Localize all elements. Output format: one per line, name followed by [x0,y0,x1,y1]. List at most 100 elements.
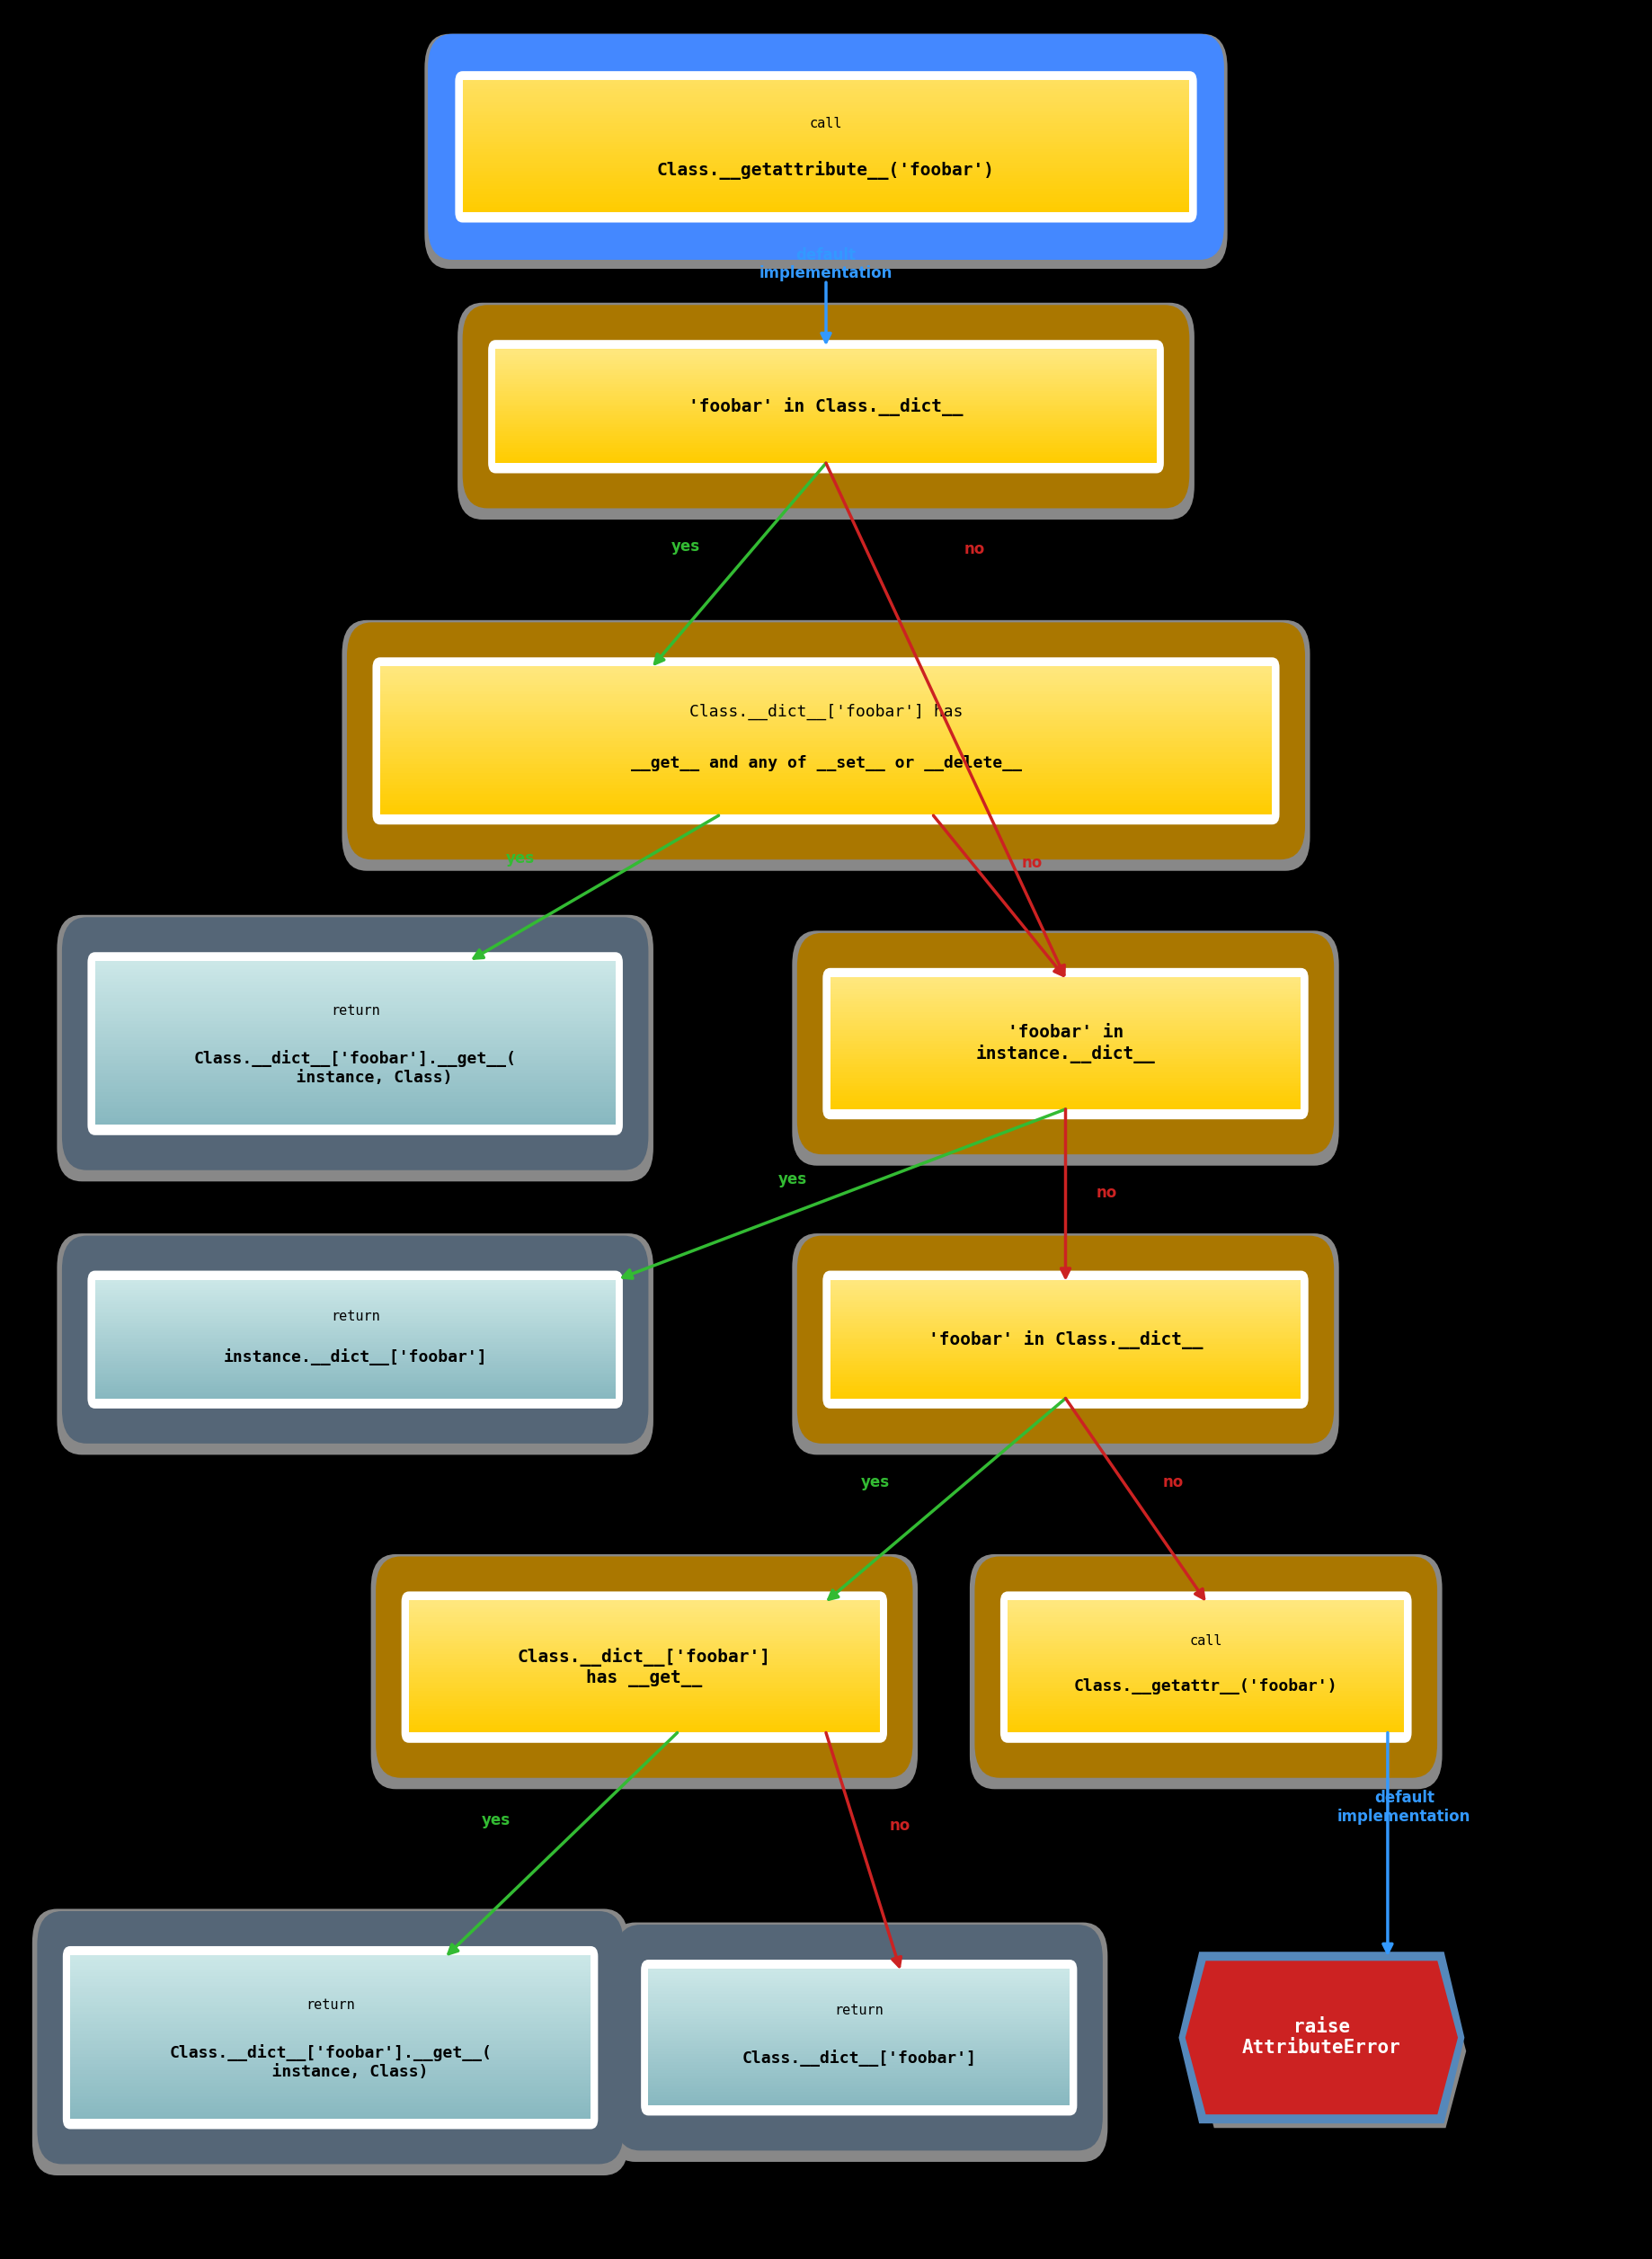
Bar [94,1010,615,1014]
Text: default
implementation: default implementation [1338,1789,1470,1825]
Bar [94,1041,615,1046]
FancyBboxPatch shape [641,1959,1077,2114]
Bar [831,1071,1302,1075]
Bar [71,2105,591,2110]
Bar [831,1098,1302,1102]
Bar [94,989,615,994]
Bar [496,438,1156,441]
Bar [831,1053,1302,1057]
Bar [496,395,1156,398]
Bar [94,1342,615,1344]
Bar [463,120,1189,124]
Bar [831,1066,1302,1071]
Bar [1008,1602,1404,1604]
Bar [71,2056,591,2060]
Bar [831,1369,1302,1373]
Bar [380,732,1272,734]
Bar [649,2099,1070,2103]
Bar [410,1726,879,1730]
Bar [831,1093,1302,1096]
Bar [71,2033,591,2038]
Bar [831,1337,1302,1342]
Bar [463,93,1189,97]
Bar [94,1279,615,1283]
Bar [831,1322,1302,1326]
Text: Class.__dict__['foobar']
has __get__: Class.__dict__['foobar'] has __get__ [517,1647,771,1687]
Bar [94,1105,615,1109]
Bar [831,1312,1302,1317]
Bar [94,1120,615,1125]
Bar [94,1392,615,1396]
Bar [1008,1645,1404,1649]
Bar [94,1118,615,1123]
Bar [94,1001,615,1005]
Bar [71,2011,591,2015]
Bar [831,1353,1302,1355]
Bar [1008,1656,1404,1660]
Bar [71,1972,591,1977]
Bar [94,1310,615,1315]
Bar [831,1333,1302,1337]
Bar [831,987,1302,992]
Bar [649,2017,1070,2022]
Bar [380,736,1272,741]
Bar [496,355,1156,357]
Bar [94,1111,615,1116]
Bar [410,1681,879,1685]
Bar [94,1308,615,1312]
Bar [463,138,1189,142]
Bar [463,86,1189,88]
Bar [496,407,1156,409]
Bar [380,727,1272,732]
Bar [94,1371,615,1376]
FancyBboxPatch shape [56,1233,654,1455]
Bar [831,1371,1302,1376]
Bar [463,203,1189,208]
Bar [71,2038,591,2040]
Bar [380,716,1272,721]
Bar [94,1369,615,1373]
Bar [380,764,1272,768]
Bar [463,165,1189,167]
Bar [1008,1712,1404,1717]
Bar [1008,1658,1404,1663]
Bar [463,115,1189,117]
Bar [410,1706,879,1710]
Bar [71,1968,591,1972]
Bar [410,1629,879,1633]
Bar [463,185,1189,190]
Bar [831,1005,1302,1010]
Bar [463,190,1189,194]
Bar [496,418,1156,420]
Bar [496,370,1156,373]
Bar [380,755,1272,759]
Bar [649,2058,1070,2062]
Bar [380,723,1272,725]
Bar [831,1335,1302,1340]
FancyBboxPatch shape [615,1925,1104,2151]
Bar [410,1626,879,1631]
Bar [649,2067,1070,2069]
Bar [71,2065,591,2069]
Bar [71,1990,591,1995]
Text: Class.__dict__['foobar'].__get__(
    instance, Class): Class.__dict__['foobar'].__get__( instan… [169,2044,492,2081]
Bar [1008,1624,1404,1629]
Bar [831,976,1302,980]
Bar [649,1986,1070,1988]
FancyBboxPatch shape [401,1590,887,1744]
Bar [94,1023,615,1028]
Bar [94,1373,615,1378]
Bar [649,2042,1070,2047]
Text: default
implementation: default implementation [760,246,892,282]
Bar [71,1961,591,1965]
Bar [94,1294,615,1297]
Bar [831,1279,1302,1283]
Bar [463,145,1189,149]
Bar [831,1392,1302,1396]
Bar [380,694,1272,696]
Bar [94,1059,615,1064]
FancyBboxPatch shape [88,1272,623,1410]
Text: Class.__getattr__('foobar'): Class.__getattr__('foobar') [1074,1678,1338,1694]
Bar [1008,1651,1404,1654]
Bar [71,2094,591,2099]
